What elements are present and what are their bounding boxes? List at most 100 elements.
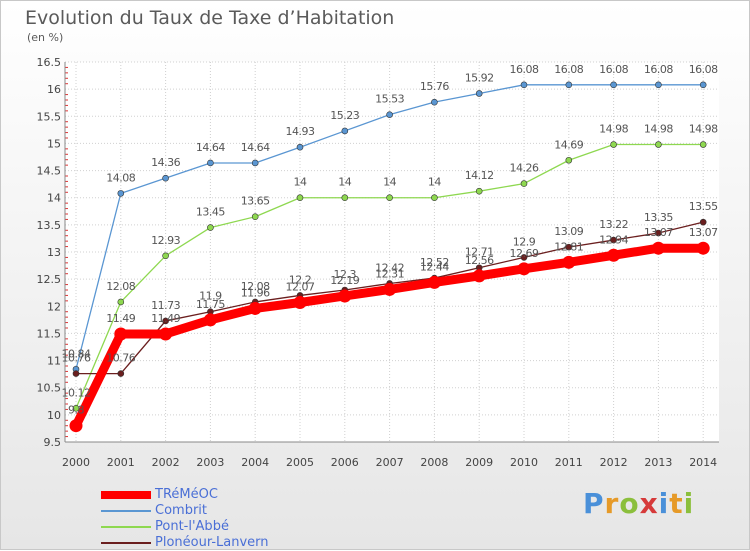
- data-point: [431, 98, 438, 106]
- data-label: 15.92: [465, 71, 494, 84]
- data-point: [472, 269, 486, 283]
- y-tick-label: 9.5: [44, 436, 62, 449]
- proxiti-logo: Proxiti: [583, 487, 694, 520]
- data-point: [699, 81, 707, 89]
- data-point: [296, 194, 304, 202]
- data-point: [565, 156, 573, 164]
- logo-letter: o: [619, 487, 640, 520]
- legend-label: Plonéour-Lanvern: [155, 535, 269, 550]
- data-point: [341, 194, 349, 202]
- data-label: 15.76: [420, 80, 449, 93]
- x-tick-label: 2000: [62, 456, 90, 469]
- data-label: 10.76: [106, 352, 135, 365]
- data-label: 14.93: [286, 125, 315, 138]
- data-label: 14.12: [465, 169, 494, 182]
- data-label: 12.81: [554, 240, 583, 253]
- x-tick-label: 2001: [107, 456, 135, 469]
- logo-letter: i: [658, 487, 670, 520]
- data-point: [248, 301, 262, 315]
- data-label: 13.22: [599, 218, 628, 231]
- data-label: 14.36: [151, 156, 180, 169]
- data-label: 16.08: [689, 63, 718, 76]
- data-label: 13.35: [644, 211, 673, 224]
- logo-letter: P: [583, 487, 605, 520]
- data-point: [386, 111, 393, 118]
- data-point: [117, 190, 125, 197]
- data-point: [162, 252, 169, 260]
- y-tick-label: 12.5: [37, 273, 62, 286]
- data-point: [610, 141, 617, 148]
- data-label: 11.75: [196, 298, 225, 311]
- data-label: 13.45: [196, 206, 225, 219]
- data-label: 9.8: [68, 404, 84, 417]
- data-label: 12.94: [599, 233, 628, 246]
- data-point: [655, 81, 662, 89]
- data-label: 12.52: [420, 256, 449, 269]
- x-tick-label: 2002: [152, 456, 180, 469]
- data-label: 12.07: [286, 280, 315, 293]
- data-label: 14.98: [689, 123, 718, 136]
- logo-letter: x: [639, 487, 659, 520]
- data-point: [162, 317, 169, 325]
- data-point: [565, 243, 573, 251]
- data-label: 14.64: [196, 141, 225, 154]
- chart-subtitle: (en %): [27, 31, 64, 44]
- x-tick-label: 2010: [510, 456, 538, 469]
- data-point: [517, 262, 531, 276]
- data-label: 13.07: [689, 226, 718, 239]
- data-label: 14.98: [644, 123, 673, 136]
- data-point: [520, 81, 528, 89]
- data-point: [117, 298, 125, 306]
- data-label: 12.9: [513, 235, 536, 248]
- data-point: [607, 248, 621, 262]
- data-label: 15.53: [375, 93, 404, 106]
- data-point: [117, 370, 125, 377]
- data-label: 10.76: [62, 352, 91, 365]
- data-label: 12.19: [330, 274, 359, 287]
- data-label: 12.93: [151, 234, 180, 247]
- x-tick-label: 2008: [420, 456, 448, 469]
- x-tick-label: 2003: [196, 456, 224, 469]
- data-label: 11.9: [199, 290, 222, 303]
- data-label: 12.08: [241, 280, 270, 293]
- legend-swatch: [101, 491, 151, 499]
- data-label: 11.49: [151, 312, 180, 325]
- data-label: 15.23: [330, 109, 359, 122]
- logo-letter: t: [669, 487, 684, 520]
- y-tick-label: 14.5: [37, 165, 62, 178]
- logo-letter: r: [604, 487, 620, 520]
- data-point: [610, 81, 617, 89]
- data-point: [293, 295, 307, 309]
- data-label: 14.98: [599, 123, 628, 136]
- data-point: [203, 313, 217, 327]
- data-point: [207, 159, 214, 167]
- data-label: 16.08: [510, 63, 539, 76]
- data-label: 13.07: [644, 226, 673, 239]
- data-point: [696, 241, 710, 255]
- data-point: [610, 236, 617, 244]
- data-label: 12.2: [289, 273, 312, 286]
- data-label: 14: [383, 176, 396, 189]
- data-label: 11.96: [241, 286, 270, 299]
- data-label: 14.26: [510, 162, 539, 175]
- data-point: [475, 187, 483, 195]
- data-label: 12.42: [375, 261, 404, 274]
- data-point: [296, 143, 304, 151]
- data-label: 12.71: [465, 246, 494, 259]
- data-point: [565, 81, 573, 89]
- data-point: [159, 327, 173, 341]
- data-label: 12.69: [510, 247, 539, 260]
- data-point: [341, 127, 349, 135]
- data-label: 13.55: [689, 200, 718, 213]
- data-point: [699, 141, 707, 148]
- chart-title: Evolution du Taux de Taxe d’Habitation: [25, 7, 395, 29]
- data-label: 12.31: [375, 267, 404, 280]
- y-tick-label: 12: [47, 300, 61, 313]
- data-label: 16.08: [554, 63, 583, 76]
- data-point: [251, 213, 259, 221]
- data-point: [251, 159, 259, 167]
- data-point: [475, 90, 483, 97]
- x-tick-label: 2006: [331, 456, 359, 469]
